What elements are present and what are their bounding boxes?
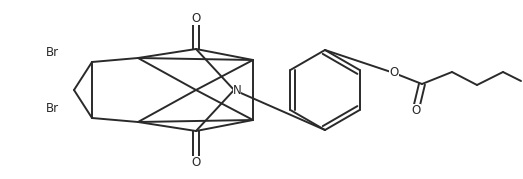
Text: O: O: [390, 66, 399, 79]
Text: Br: Br: [46, 101, 59, 115]
Text: O: O: [191, 156, 201, 168]
Text: N: N: [233, 83, 242, 96]
Text: O: O: [412, 103, 420, 117]
Text: O: O: [191, 11, 201, 25]
Text: Br: Br: [46, 47, 59, 59]
